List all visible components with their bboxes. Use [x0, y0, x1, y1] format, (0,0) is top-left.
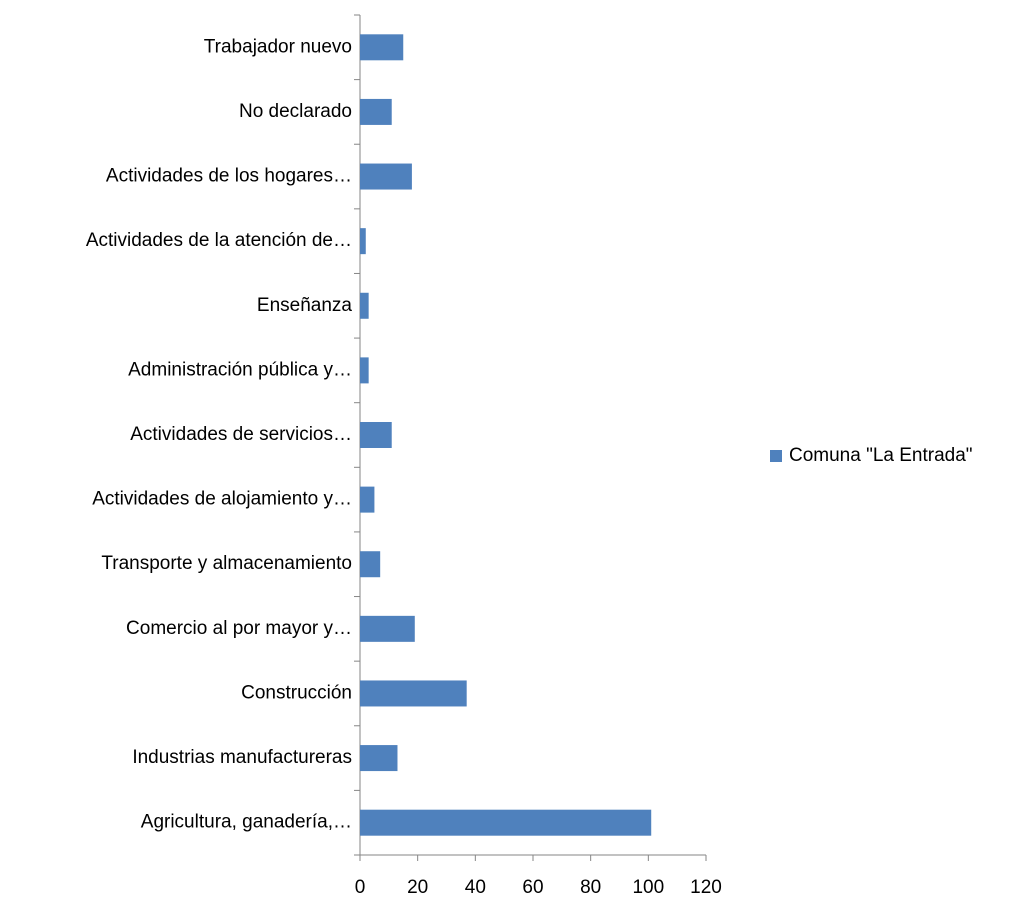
y-tick-label: Trabajador nuevo	[204, 36, 352, 57]
y-tick-label: Agricultura, ganadería,…	[141, 812, 352, 833]
y-tick-label: Construcción	[241, 682, 352, 703]
bar	[360, 422, 392, 448]
bar	[360, 615, 415, 642]
bar	[360, 292, 369, 319]
x-tick-label: 100	[632, 877, 664, 898]
y-tick-label: Comercio al por mayor y…	[126, 618, 352, 639]
x-tick-label: 40	[465, 877, 486, 898]
bar	[360, 163, 412, 190]
bar	[360, 551, 381, 578]
bar	[360, 34, 404, 61]
y-tick-label: Industrias manufactureras	[132, 747, 352, 768]
legend-label: Comuna "La Entrada"	[789, 445, 973, 466]
legend-swatch	[770, 450, 782, 462]
bar	[360, 357, 369, 384]
x-tick-label: 0	[355, 877, 366, 898]
bar	[360, 809, 652, 836]
x-tick-label: 120	[690, 877, 722, 898]
y-tick-label: Administración pública y…	[128, 359, 352, 380]
bar	[360, 98, 392, 125]
bar	[360, 228, 366, 255]
bar	[360, 486, 375, 513]
bar	[360, 680, 467, 707]
y-tick-label: Transporte y almacenamiento	[101, 553, 352, 574]
y-tick-label: Actividades de la atención de…	[86, 230, 352, 251]
y-tick-label: Actividades de alojamiento y…	[92, 489, 352, 510]
y-tick-label: Actividades de los hogares…	[106, 166, 352, 187]
y-tick-label: No declarado	[239, 101, 352, 122]
y-tick-label: Enseñanza	[257, 295, 353, 316]
x-tick-label: 60	[522, 877, 543, 898]
bar	[360, 745, 398, 772]
x-tick-label: 20	[407, 877, 428, 898]
y-tick-label: Actividades de servicios…	[130, 424, 352, 445]
x-tick-label: 80	[580, 877, 601, 898]
